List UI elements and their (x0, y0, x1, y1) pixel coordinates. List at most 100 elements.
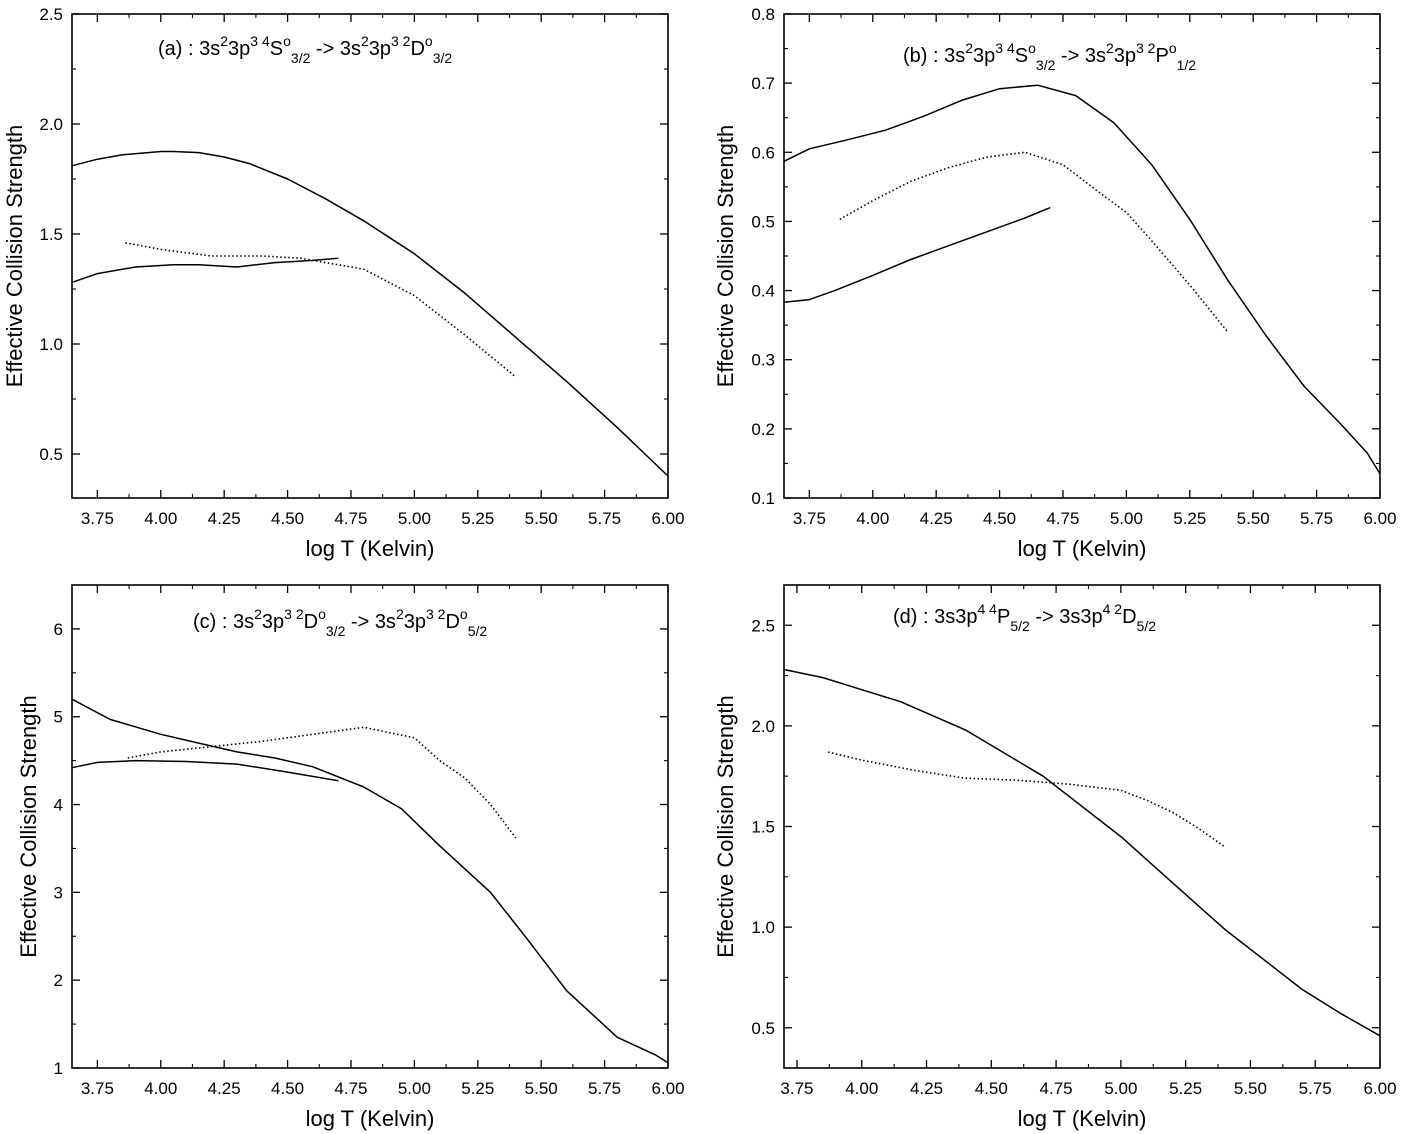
y-tick-label: 2.5 (751, 616, 775, 635)
upper-term: D (445, 611, 459, 633)
lower-sub: 3/2 (291, 50, 311, 66)
x-tick-label: 5.25 (1173, 509, 1206, 528)
y-tick-label: 1 (54, 1059, 63, 1078)
y-tick-label: 6 (54, 620, 63, 639)
upper-sup: 2 (396, 606, 404, 622)
lower-sup: o (318, 606, 326, 622)
upper-config: 3s (340, 38, 361, 60)
panel-b-title: (b) : 3s23p3 4So3/2 -> 3s23p3 2Po1/2 (903, 40, 1196, 73)
x-tick-label: 3.75 (793, 509, 826, 528)
upper-sup: o (425, 33, 433, 49)
y-tick-label: 0.4 (751, 282, 775, 301)
x-tick-label: 5.75 (588, 509, 621, 528)
upper-term: P (1155, 45, 1168, 67)
series-solid-lower-line (71, 257, 339, 284)
series-dotted-line (125, 242, 517, 378)
x-tick-label: 3.75 (81, 509, 114, 528)
upper-sup: 2 (1106, 40, 1114, 56)
y-tick-label: 0.7 (751, 74, 775, 93)
upper-config: 3p (369, 38, 391, 60)
plot-frame (783, 13, 1381, 499)
y-tick-label: 0.5 (751, 1019, 775, 1038)
x-tick-label: 5.50 (525, 1079, 558, 1098)
x-tick-label: 6.00 (651, 509, 684, 528)
lower-sub: 3/2 (1036, 57, 1056, 73)
y-tick-label: 0.3 (751, 351, 775, 370)
plot-frame (71, 584, 669, 1069)
x-tick-label: 5.00 (398, 1079, 431, 1098)
y-tick-label: 2.0 (751, 717, 775, 736)
upper-sup: 2 (361, 33, 369, 49)
y-tick-label: 0.5 (751, 212, 775, 231)
x-tick-label: 5.75 (1300, 509, 1333, 528)
y-tick-label: 0.8 (751, 5, 775, 24)
panel-b: 3.75 4.00 4.25 4.50 4.75 5.00 5.25 5.50 5.75 6.00… (713, 5, 1397, 561)
lower-sup: 3 2 (284, 606, 304, 622)
upper-config: 3s (1085, 45, 1106, 67)
lower-config: 3p (973, 45, 995, 67)
title-arrow: -> (1030, 606, 1059, 628)
series-solid-upper-line (71, 150, 669, 477)
series-dotted-line (127, 726, 517, 839)
x-tick-label: 4.75 (1046, 509, 1079, 528)
series-solid-lower-line (783, 206, 1051, 304)
upper-config: 3s3p (1059, 606, 1102, 628)
y-tick-label: 1.5 (751, 818, 775, 837)
y-tick-label: 2.0 (39, 115, 63, 134)
x-tick-label: 5.75 (588, 1079, 621, 1098)
y-tick-label: 0.2 (751, 420, 775, 439)
x-tick-label: 4.50 (271, 509, 304, 528)
upper-sub: 5/2 (468, 623, 488, 639)
y-tick-label: 3 (54, 883, 63, 902)
lower-config: 3p (228, 38, 250, 60)
x-tick-label: 5.00 (1110, 509, 1143, 528)
panel-c: 3.75 4.00 4.25 4.50 4.75 5.00 5.25 5.50 5.75 6.00… (16, 584, 685, 1131)
lower-term: P (997, 606, 1010, 628)
x-tick-label: 6.00 (1363, 509, 1396, 528)
lower-sub: 3/2 (326, 623, 346, 639)
x-tick-label: 3.75 (81, 1079, 114, 1098)
x-tick-label: 4.25 (920, 509, 953, 528)
x-tick-label: 4.75 (334, 509, 367, 528)
lower-sup: o (1028, 40, 1036, 56)
x-tick-label: 4.00 (144, 509, 177, 528)
series-dotted-line (839, 151, 1229, 333)
lower-config: 3s (944, 45, 965, 67)
upper-sub: 5/2 (1137, 618, 1157, 634)
x-tick-label: 5.00 (1104, 1079, 1137, 1098)
y-axis-label: Effective Collision Strength (713, 695, 738, 958)
y-axis-label: Effective Collision Strength (713, 125, 738, 388)
y-tick-label: 2.5 (39, 5, 63, 24)
upper-config: 3p (1114, 45, 1136, 67)
lower-sup: o (283, 33, 291, 49)
title-prefix: (d) : (893, 606, 934, 628)
plot-frame (783, 584, 1381, 1069)
x-tick-label: 5.75 (1299, 1079, 1332, 1098)
lower-sup: 2 (965, 40, 973, 56)
lower-term: S (1015, 45, 1028, 67)
lower-config: 3p (262, 611, 284, 633)
upper-config: 3p (404, 611, 426, 633)
x-tick-label: 5.50 (1234, 1079, 1267, 1098)
x-tick-label: 5.50 (525, 509, 558, 528)
title-arrow: -> (310, 38, 339, 60)
x-tick-label: 6.00 (651, 1079, 684, 1098)
upper-config: 3s (375, 611, 396, 633)
lower-sup: 4 4 (978, 601, 998, 617)
x-tick-label: 4.25 (208, 1079, 241, 1098)
x-tick-label: 3.75 (780, 1079, 813, 1098)
y-tick-label: 2 (54, 971, 63, 990)
upper-sup: o (1169, 40, 1177, 56)
x-tick-label: 4.75 (334, 1079, 367, 1098)
series-solid-upper-line (71, 698, 669, 1064)
lower-term: D (304, 611, 318, 633)
y-tick-label: 1.5 (39, 225, 63, 244)
title-arrow: -> (1055, 45, 1084, 67)
lower-sup: 2 (254, 606, 262, 622)
x-tick-label: 4.50 (975, 1079, 1008, 1098)
x-tick-label: 4.00 (856, 509, 889, 528)
y-tick-label: 4 (54, 796, 63, 815)
panel-a: 3.75 4.00 4.25 4.50 4.75 5.00 5.25 5.50 5.75 6.00… (2, 5, 685, 561)
x-tick-label: 4.50 (983, 509, 1016, 528)
upper-sup: o (460, 606, 468, 622)
